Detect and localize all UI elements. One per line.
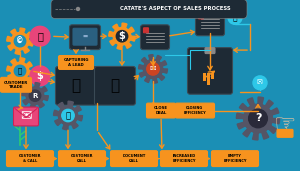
- Text: $: $: [37, 71, 44, 81]
- Text: CUSTOMER
& CALL: CUSTOMER & CALL: [19, 154, 41, 163]
- FancyBboxPatch shape: [143, 28, 148, 33]
- FancyBboxPatch shape: [160, 151, 208, 167]
- Text: $: $: [118, 31, 125, 41]
- Polygon shape: [7, 58, 33, 84]
- FancyBboxPatch shape: [70, 25, 101, 50]
- Text: 💡: 💡: [37, 31, 43, 41]
- FancyBboxPatch shape: [188, 48, 232, 94]
- Text: ✉: ✉: [20, 109, 32, 123]
- FancyBboxPatch shape: [205, 48, 215, 54]
- Text: INCREASED
EFFICIENCY: INCREASED EFFICIENCY: [172, 154, 196, 163]
- Text: CATATE'S ASPECT OF SALES PROCESS: CATATE'S ASPECT OF SALES PROCESS: [120, 6, 230, 11]
- Polygon shape: [139, 55, 167, 83]
- FancyBboxPatch shape: [199, 14, 203, 19]
- Circle shape: [249, 109, 267, 128]
- FancyBboxPatch shape: [212, 151, 259, 167]
- Polygon shape: [236, 97, 280, 140]
- FancyBboxPatch shape: [140, 25, 169, 50]
- Text: 📞: 📞: [65, 111, 70, 120]
- Text: CUSTOMER
TRADE: CUSTOMER TRADE: [4, 81, 28, 89]
- Text: CLOSE
DEAL: CLOSE DEAL: [154, 106, 168, 115]
- Circle shape: [62, 109, 74, 122]
- Polygon shape: [109, 23, 135, 49]
- Text: 🔑: 🔑: [110, 78, 120, 93]
- Text: ?: ?: [255, 114, 261, 123]
- Text: EMPTY
EFFICIENCY: EMPTY EFFICIENCY: [223, 154, 247, 163]
- Bar: [211, 73, 214, 79]
- Text: ✉: ✉: [150, 64, 156, 73]
- Text: ✉: ✉: [257, 80, 263, 86]
- Text: CAPTURING
A LEAD: CAPTURING A LEAD: [63, 58, 89, 67]
- Circle shape: [147, 63, 159, 75]
- Circle shape: [30, 26, 50, 46]
- Circle shape: [14, 65, 26, 77]
- Circle shape: [253, 76, 267, 90]
- FancyBboxPatch shape: [7, 151, 53, 167]
- Text: 💡: 💡: [233, 13, 237, 22]
- FancyBboxPatch shape: [277, 129, 293, 137]
- Circle shape: [30, 66, 50, 86]
- Polygon shape: [7, 28, 33, 54]
- FancyBboxPatch shape: [1, 77, 32, 92]
- FancyBboxPatch shape: [94, 67, 136, 105]
- FancyBboxPatch shape: [176, 103, 214, 118]
- Bar: [206, 73, 209, 85]
- Text: 🔧: 🔧: [71, 78, 81, 93]
- Text: ©: ©: [16, 37, 24, 46]
- FancyBboxPatch shape: [196, 11, 224, 36]
- Circle shape: [76, 8, 80, 10]
- Circle shape: [29, 90, 41, 101]
- Text: R: R: [32, 93, 38, 99]
- FancyBboxPatch shape: [14, 107, 38, 126]
- FancyBboxPatch shape: [58, 56, 94, 69]
- Polygon shape: [54, 101, 82, 130]
- FancyBboxPatch shape: [51, 0, 247, 18]
- FancyBboxPatch shape: [73, 28, 97, 45]
- Text: CUSTOMER
CALL: CUSTOMER CALL: [71, 154, 93, 163]
- Text: DOCUMENT
CALL: DOCUMENT CALL: [122, 154, 146, 163]
- Circle shape: [228, 10, 242, 24]
- Polygon shape: [22, 83, 48, 109]
- FancyBboxPatch shape: [58, 151, 106, 167]
- Text: ☞: ☞: [274, 113, 296, 137]
- Circle shape: [14, 36, 26, 47]
- Text: ▬: ▬: [82, 34, 88, 39]
- Circle shape: [116, 31, 128, 42]
- Text: 🐦: 🐦: [18, 68, 22, 74]
- Text: CLOSING
EFFICIENCY: CLOSING EFFICIENCY: [184, 106, 206, 115]
- FancyBboxPatch shape: [110, 151, 158, 167]
- FancyBboxPatch shape: [56, 67, 97, 105]
- Bar: [202, 73, 206, 81]
- FancyBboxPatch shape: [146, 103, 176, 118]
